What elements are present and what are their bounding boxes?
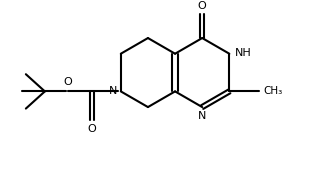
Text: CH₃: CH₃ [263,86,283,96]
Text: O: O [88,124,97,134]
Text: O: O [198,1,207,11]
Text: N: N [109,86,117,96]
Text: NH: NH [235,48,251,58]
Text: N: N [198,111,206,121]
Text: O: O [64,77,72,87]
